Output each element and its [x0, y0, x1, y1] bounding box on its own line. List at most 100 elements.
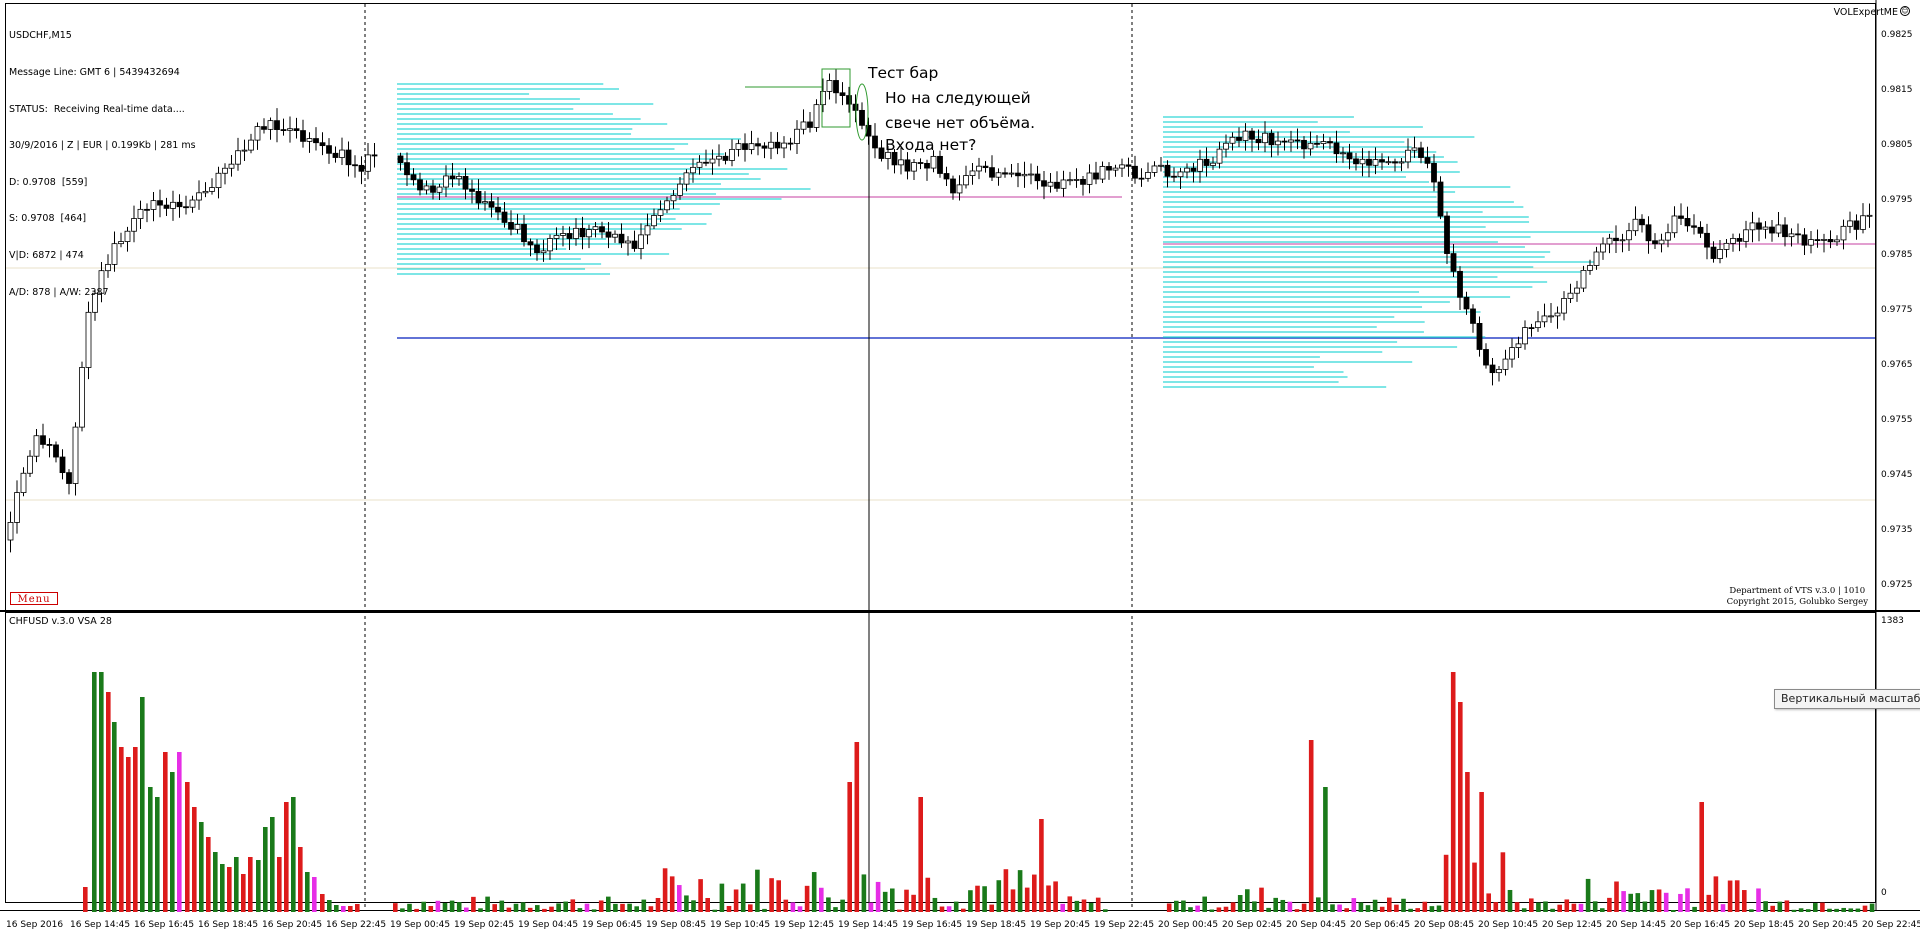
copyright-block: Department of VTS v.3.0 | 1010 Copyright… — [1727, 586, 1868, 608]
volume-bar — [890, 888, 895, 912]
volume-bar — [904, 889, 909, 912]
candle-body — [1379, 159, 1385, 163]
volume-bar — [92, 672, 97, 912]
candle-body — [293, 128, 300, 131]
volume-bar — [407, 903, 412, 912]
time-tick-label: 16 Sep 20:45 — [262, 920, 323, 930]
volume-bar — [1862, 905, 1868, 912]
volume-bar — [1600, 908, 1605, 912]
volume-bar — [1479, 792, 1484, 912]
candle-body — [280, 129, 287, 131]
volume-bar — [1855, 908, 1861, 912]
candle-body — [248, 139, 254, 151]
candle-body — [1099, 166, 1106, 180]
candle-body — [787, 142, 794, 145]
candle-body — [1626, 230, 1632, 241]
candle-body — [1834, 239, 1840, 243]
candle-body — [1567, 292, 1574, 299]
volume-bar — [1536, 902, 1541, 912]
time-tick-label: 16 Sep 2016 — [6, 920, 64, 930]
candle-body — [898, 159, 904, 166]
candle-body — [423, 185, 430, 191]
volume-bar — [1550, 908, 1555, 912]
candle-body — [930, 155, 937, 169]
volume-bar — [133, 747, 138, 912]
volume-bar — [1585, 878, 1591, 912]
volume-bar — [213, 852, 218, 912]
volume-bar — [1777, 901, 1783, 912]
volume-bar — [1344, 908, 1349, 912]
candle-body — [1366, 158, 1372, 166]
volume-bar — [882, 891, 888, 912]
candle-body — [1431, 162, 1437, 183]
volume-bar — [1394, 904, 1399, 912]
candle-body — [742, 143, 748, 150]
candle-body — [176, 201, 183, 208]
volume-bar — [341, 906, 346, 912]
volume-bar — [1663, 892, 1669, 912]
candle-body — [417, 179, 423, 191]
candle-body — [1470, 308, 1476, 324]
volume-bar — [234, 857, 239, 912]
volume-bar — [1103, 909, 1108, 912]
volume-bar — [1422, 901, 1428, 912]
volume-bar — [1351, 898, 1357, 912]
candle-body — [781, 142, 787, 149]
candle-body — [566, 233, 573, 239]
volume-bar — [1032, 874, 1037, 912]
next-candle-ellipse — [855, 83, 869, 141]
volume-bar — [1571, 903, 1577, 912]
volume-bar — [1500, 852, 1506, 912]
candle-body — [1164, 164, 1171, 177]
volume-bar — [1493, 902, 1499, 912]
volume-bar — [1060, 903, 1065, 912]
candle-body — [937, 155, 943, 174]
volume-bar — [1770, 905, 1775, 912]
candle-body — [1827, 239, 1834, 243]
candle-body — [1255, 138, 1262, 144]
menu-button[interactable]: Menu — [10, 592, 58, 605]
candle-body — [1821, 239, 1827, 241]
candle-body — [105, 263, 111, 272]
test-bar-box — [821, 68, 851, 128]
volume-bar — [492, 904, 497, 912]
candle-body — [1086, 172, 1093, 185]
time-tick-label: 19 Sep 12:45 — [774, 920, 835, 930]
candle-body — [1704, 232, 1710, 248]
candle-body — [1080, 178, 1086, 185]
volume-bar — [291, 797, 296, 912]
volume-bar — [140, 697, 145, 912]
candle-body — [618, 233, 625, 244]
candle-body — [891, 151, 898, 166]
volume-bar — [577, 908, 583, 912]
candle-body — [677, 183, 683, 196]
candle-body — [131, 218, 137, 232]
volume-bar — [1813, 903, 1818, 912]
candle-body — [261, 126, 267, 130]
time-tick-label: 19 Sep 16:45 — [902, 920, 963, 930]
candle-body — [1398, 161, 1405, 164]
candle-body — [1502, 358, 1509, 370]
candle-body — [85, 311, 92, 368]
volume-bar — [620, 903, 625, 912]
indicator-scale-max: 1383 — [1881, 616, 1904, 626]
candle-body — [1782, 224, 1788, 238]
candle-body — [651, 215, 657, 227]
info-d: D: 0.9708 [559] — [9, 176, 88, 188]
candle-body — [813, 104, 820, 128]
volume-bar — [1039, 819, 1044, 912]
volume-bar — [790, 902, 796, 912]
candle-body — [1093, 172, 1099, 180]
candle-body — [514, 224, 521, 230]
candle-body — [560, 233, 566, 236]
candle-body — [7, 522, 14, 541]
candle-body — [14, 492, 20, 523]
price-tick-label: 0.9735 — [1881, 525, 1913, 535]
vertical-scale-tooltip: Вертикальный масштаб — [1774, 689, 1920, 709]
candle-body — [1515, 343, 1522, 348]
time-tick-label: 16 Sep 16:45 — [134, 920, 195, 930]
candle-body — [1418, 147, 1424, 158]
candle-body — [66, 472, 72, 484]
candle-body — [1808, 239, 1814, 246]
